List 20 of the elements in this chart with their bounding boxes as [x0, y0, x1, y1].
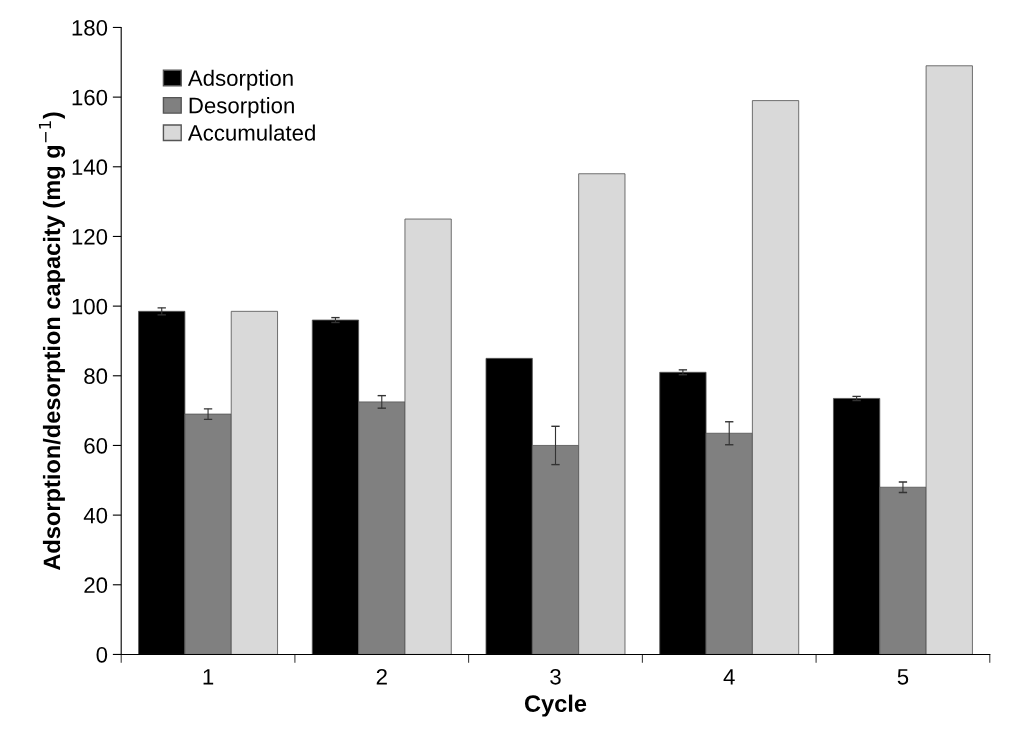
y-tick-label: 160 — [72, 89, 108, 106]
y-tick-label: 60 — [84, 437, 108, 454]
x-axis-title: Cycle — [524, 694, 587, 717]
y-tick-label: 20 — [84, 577, 108, 594]
y-tick-label: 120 — [72, 228, 108, 245]
legend-label: Accumulated — [187, 124, 315, 141]
legend-label: Desorption — [189, 97, 294, 118]
y-tick-label: 140 — [72, 159, 108, 176]
x-tick-label: 4 — [723, 669, 735, 685]
y-axis-title: Adsorption/desorption capacity (mg g$^{−1}$) — [38, 112, 66, 571]
y-tick-label: 100 — [72, 298, 108, 315]
x-tick-label: 3 — [550, 668, 561, 685]
x-tick-label: 2 — [376, 668, 387, 685]
y-tick-label: 0 — [96, 646, 108, 663]
y-tick-label: 80 — [84, 368, 108, 385]
y-tick-label: 40 — [83, 507, 108, 524]
x-tick-label: 5 — [897, 669, 909, 685]
legend-label: Adsorption — [187, 69, 293, 91]
x-tick-label: 1 — [203, 669, 214, 685]
y-tick-label: 180 — [72, 19, 108, 36]
